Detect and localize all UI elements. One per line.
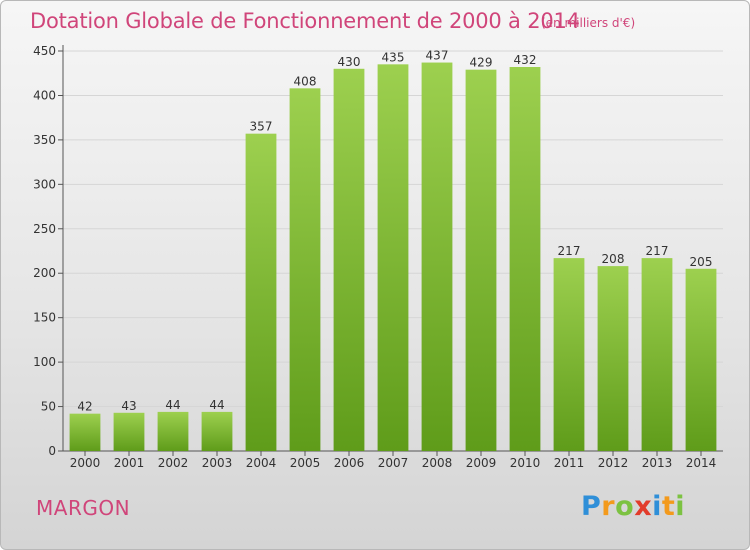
data-label: 437 xyxy=(426,49,449,63)
y-tick-label: 100 xyxy=(33,355,56,369)
data-label: 217 xyxy=(646,244,669,258)
bar xyxy=(377,64,409,452)
bar xyxy=(641,258,673,451)
bar xyxy=(69,413,101,451)
data-label: 430 xyxy=(338,55,361,69)
bars xyxy=(69,62,717,452)
y-tick-label: 150 xyxy=(33,311,56,325)
value-labels: 42 43 44 44 357 408 430 435 437 429 432 217 208 217 20… xyxy=(77,49,712,414)
y-tick-label: 450 xyxy=(33,44,56,58)
x-tick-label: 2013 xyxy=(642,456,673,470)
x-tick-label: 2014 xyxy=(686,456,717,470)
x-tick-label: 2002 xyxy=(158,456,189,470)
x-tick-label: 2011 xyxy=(554,456,585,470)
x-tick-label: 2006 xyxy=(334,456,365,470)
data-label: 217 xyxy=(558,244,581,258)
x-tick-label: 2005 xyxy=(290,456,321,470)
logo-letter: r xyxy=(601,491,616,522)
y-tick-label: 400 xyxy=(33,88,56,102)
town-name: MARGON xyxy=(36,496,131,520)
x-tick-label: 2003 xyxy=(202,456,233,470)
bar xyxy=(553,258,585,451)
x-tick-label: 2001 xyxy=(114,456,145,470)
data-label: 408 xyxy=(294,74,317,88)
x-tick-label: 2000 xyxy=(70,456,101,470)
bar xyxy=(597,266,629,451)
x-tick-label: 2010 xyxy=(510,456,541,470)
bar xyxy=(157,411,189,451)
y-tick-label: 0 xyxy=(48,444,56,458)
x-tick-label: 2009 xyxy=(466,456,497,470)
y-tick-label: 50 xyxy=(41,400,56,414)
logo-letter: i xyxy=(652,491,662,522)
bar xyxy=(245,133,277,451)
logo-letter: i xyxy=(675,491,686,522)
data-label: 205 xyxy=(690,255,713,269)
bar xyxy=(201,411,233,451)
chart-title: Dotation Globale de Fonctionnement de 20… xyxy=(30,9,580,33)
data-label: 435 xyxy=(382,50,405,64)
logo-letter: P xyxy=(581,491,602,522)
y-tick-label: 200 xyxy=(33,266,56,280)
y-tick-label: 300 xyxy=(33,177,56,191)
data-label: 357 xyxy=(250,120,273,134)
data-label: 43 xyxy=(121,399,136,413)
logo-letter: x xyxy=(634,491,653,522)
bar xyxy=(421,62,453,452)
logo-letter: o xyxy=(615,491,635,522)
data-label: 429 xyxy=(470,56,493,70)
x-tick-label: 2007 xyxy=(378,456,409,470)
data-label: 44 xyxy=(209,398,224,412)
data-label: 42 xyxy=(77,400,92,414)
y-tick-label: 250 xyxy=(33,222,56,236)
x-tick-label: 2008 xyxy=(422,456,453,470)
bar xyxy=(113,412,145,451)
data-label: 208 xyxy=(602,252,625,266)
proxiti-logo[interactable]: Proxiti xyxy=(581,491,685,522)
bar xyxy=(289,88,321,451)
bar xyxy=(509,67,541,451)
data-label: 432 xyxy=(514,53,537,67)
bar xyxy=(333,68,365,452)
bar xyxy=(465,69,497,452)
y-tick-label: 350 xyxy=(33,133,56,147)
x-tick-label: 2004 xyxy=(246,456,277,470)
bar xyxy=(685,268,717,451)
chart-unit: (en milliers d'€) xyxy=(541,16,636,30)
x-tick-label: 2012 xyxy=(598,456,629,470)
logo-letter: t xyxy=(661,491,676,522)
data-label: 44 xyxy=(165,398,180,412)
